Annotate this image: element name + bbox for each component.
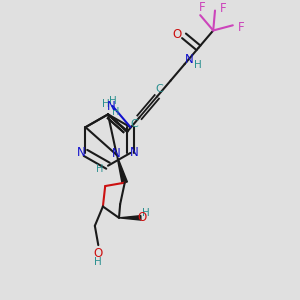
Text: N: N <box>130 146 139 159</box>
Text: H: H <box>102 99 110 109</box>
Text: H: H <box>94 257 102 267</box>
Text: F: F <box>199 1 206 14</box>
Text: O: O <box>137 212 146 224</box>
Text: N: N <box>112 146 121 160</box>
Text: H: H <box>96 164 104 174</box>
Text: C: C <box>155 84 163 94</box>
Polygon shape <box>119 216 141 220</box>
Text: O: O <box>172 28 182 41</box>
Polygon shape <box>117 155 128 183</box>
Text: H: H <box>112 107 120 117</box>
Text: C: C <box>130 119 138 129</box>
Text: H: H <box>142 208 150 218</box>
Text: H: H <box>194 60 202 70</box>
Text: N: N <box>107 100 116 112</box>
Text: F: F <box>238 21 244 34</box>
Text: O: O <box>94 247 103 260</box>
Text: N: N <box>185 53 194 66</box>
Text: H: H <box>109 96 116 106</box>
Text: N: N <box>77 146 86 159</box>
Text: F: F <box>220 2 226 15</box>
